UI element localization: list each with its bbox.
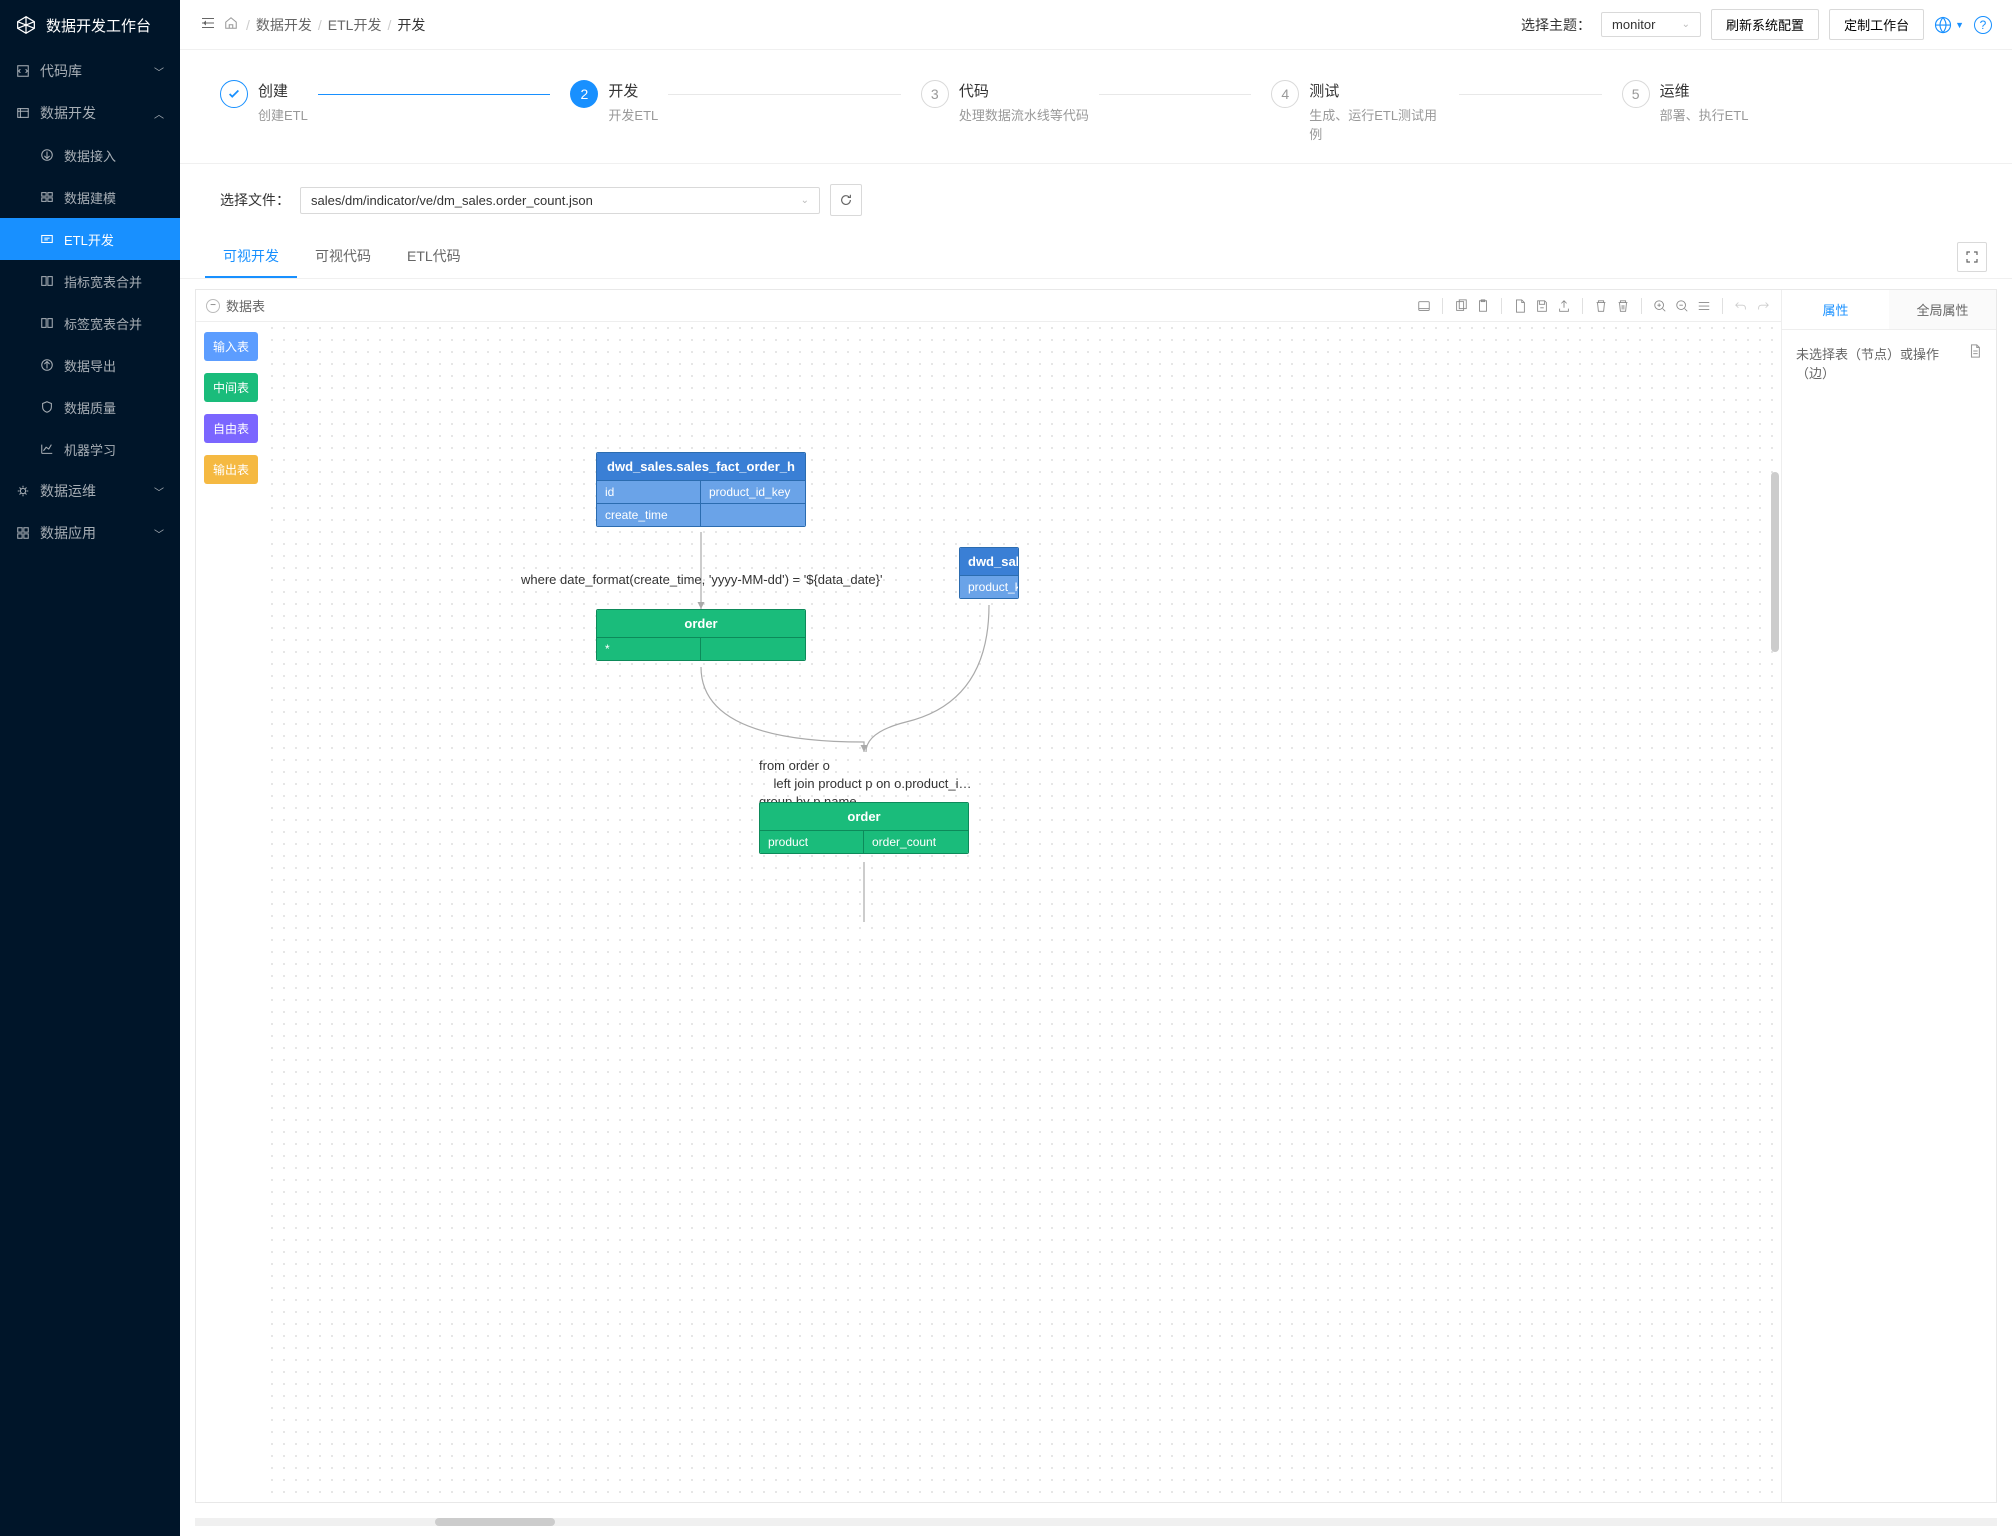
- step-icon: [220, 80, 248, 108]
- chevron-down-icon: ⌄: [801, 195, 809, 206]
- empty-state-text: 未选择表（节点）或操作（边）: [1796, 344, 1960, 382]
- copy-icon[interactable]: [1453, 298, 1469, 314]
- import-icon: [40, 148, 54, 162]
- sidebar-item-数据运维[interactable]: 数据运维﹀: [0, 470, 180, 512]
- paste-icon[interactable]: [1475, 298, 1491, 314]
- upload-icon[interactable]: [1556, 298, 1572, 314]
- step-创建[interactable]: 创建创建ETL: [220, 80, 570, 143]
- refresh-config-button[interactable]: 刷新系统配置: [1711, 9, 1819, 40]
- app-title: 数据开发工作台: [46, 15, 151, 36]
- file-label: 选择文件：: [220, 190, 290, 210]
- theme-label: 选择主题：: [1521, 15, 1591, 35]
- home-icon[interactable]: [224, 16, 238, 33]
- canvas-scrollbar[interactable]: [1771, 472, 1779, 652]
- step-开发[interactable]: 2开发开发ETL: [570, 80, 920, 143]
- app-icon: [16, 526, 30, 540]
- new-file-icon[interactable]: [1512, 298, 1528, 314]
- step-代码[interactable]: 3代码处理数据流水线等代码: [921, 80, 1271, 143]
- sidebar-item-数据质量[interactable]: 数据质量: [0, 386, 180, 428]
- palette-header: − 数据表: [206, 296, 265, 315]
- sidebar-item-数据建模[interactable]: 数据建模: [0, 176, 180, 218]
- palette-output[interactable]: 输出表: [204, 455, 258, 484]
- export-icon: [40, 358, 54, 372]
- chevron-down-icon: ﹀: [154, 64, 164, 79]
- step-icon: 4: [1271, 80, 1299, 108]
- topbar: /数据开发/ETL开发/开发 选择主题： monitor ⌄ 刷新系统配置 定制…: [180, 0, 2012, 50]
- sidebar-item-数据接入[interactable]: 数据接入: [0, 134, 180, 176]
- collapse-palette-icon[interactable]: −: [206, 299, 220, 313]
- sidebar-logo: 数据开发工作台: [0, 0, 180, 50]
- merge-icon: [40, 274, 54, 288]
- doc-icon[interactable]: [1968, 344, 1982, 361]
- sidebar-item-代码库[interactable]: 代码库﹀: [0, 50, 180, 92]
- sidebar-item-机器学习[interactable]: 机器学习: [0, 428, 180, 470]
- help-icon[interactable]: ?: [1974, 16, 1992, 34]
- node-n3[interactable]: orderproductorder_count: [759, 802, 969, 854]
- save-icon[interactable]: [1534, 298, 1550, 314]
- sidebar-item-标签宽表合并[interactable]: 标签宽表合并: [0, 302, 180, 344]
- chevron-up-icon: ︿: [154, 106, 164, 121]
- zoom-in-icon[interactable]: [1652, 298, 1668, 314]
- palette-input[interactable]: 输入表: [204, 332, 258, 361]
- right-tab-全局属性[interactable]: 全局属性: [1889, 290, 1996, 329]
- code-icon: [16, 64, 30, 78]
- delete-icon[interactable]: [1593, 298, 1609, 314]
- language-icon[interactable]: ▼: [1934, 16, 1964, 34]
- etl-icon: [40, 232, 54, 246]
- step-运维[interactable]: 5运维部署、执行ETL: [1622, 80, 1972, 143]
- right-tab-属性[interactable]: 属性: [1782, 290, 1889, 329]
- expand-button[interactable]: [1957, 242, 1987, 272]
- fit-icon[interactable]: [1696, 298, 1712, 314]
- theme-select[interactable]: monitor ⌄: [1601, 12, 1701, 37]
- sidebar-item-指标宽表合并[interactable]: 指标宽表合并: [0, 260, 180, 302]
- dev-icon: [16, 106, 30, 120]
- palette-mid[interactable]: 中间表: [204, 373, 258, 402]
- canvas[interactable]: where date_format(create_time, 'yyyy-MM-…: [266, 322, 1781, 1502]
- sidebar-item-数据应用[interactable]: 数据应用﹀: [0, 512, 180, 554]
- sidebar-collapse-icon[interactable]: [200, 15, 216, 34]
- node-n4[interactable]: dwd_salproduct_k: [959, 547, 1019, 599]
- steps: 创建创建ETL2开发开发ETL3代码处理数据流水线等代码4测试生成、运行ETL测…: [180, 50, 2012, 164]
- sidebar: 数据开发工作台 代码库﹀数据开发︿数据接入数据建模ETL开发指标宽表合并标签宽表…: [0, 0, 180, 1536]
- clear-icon[interactable]: [1615, 298, 1631, 314]
- breadcrumb-item[interactable]: ETL开发: [328, 15, 382, 35]
- file-select[interactable]: sales/dm/indicator/ve/dm_sales.order_cou…: [300, 187, 820, 214]
- ops-icon: [16, 484, 30, 498]
- step-测试[interactable]: 4测试生成、运行ETL测试用例: [1271, 80, 1621, 143]
- breadcrumb-item: 开发: [397, 15, 425, 35]
- breadcrumb-item[interactable]: 数据开发: [256, 15, 312, 35]
- chevron-down-icon: ﹀: [154, 484, 164, 499]
- merge-icon: [40, 316, 54, 330]
- step-icon: 5: [1622, 80, 1650, 108]
- node-n1[interactable]: dwd_sales.sales_fact_order_hidproduct_id…: [596, 452, 806, 527]
- step-icon: 2: [570, 80, 598, 108]
- palette-free[interactable]: 自由表: [204, 414, 258, 443]
- step-icon: 3: [921, 80, 949, 108]
- undo-icon[interactable]: [1733, 298, 1749, 314]
- tab-ETL代码[interactable]: ETL代码: [389, 236, 479, 278]
- sidebar-item-数据开发[interactable]: 数据开发︿: [0, 92, 180, 134]
- node-n2[interactable]: order*: [596, 609, 806, 661]
- chevron-down-icon: ⌄: [1682, 19, 1690, 30]
- zoom-out-icon[interactable]: [1674, 298, 1690, 314]
- redo-icon[interactable]: [1755, 298, 1771, 314]
- model-icon: [40, 190, 54, 204]
- ml-icon: [40, 442, 54, 456]
- tab-可视开发[interactable]: 可视开发: [205, 236, 297, 278]
- bottom-scrollbar[interactable]: [195, 1518, 1997, 1526]
- breadcrumb: /数据开发/ETL开发/开发: [246, 15, 425, 35]
- reload-button[interactable]: [830, 184, 862, 216]
- sidebar-item-ETL开发[interactable]: ETL开发: [0, 218, 180, 260]
- edge-label: where date_format(create_time, 'yyyy-MM-…: [521, 572, 882, 587]
- sidebar-item-数据导出[interactable]: 数据导出: [0, 344, 180, 386]
- quality-icon: [40, 400, 54, 414]
- tab-可视代码[interactable]: 可视代码: [297, 236, 389, 278]
- layout-icon[interactable]: [1416, 298, 1432, 314]
- customize-button[interactable]: 定制工作台: [1829, 9, 1924, 40]
- chevron-down-icon: ﹀: [154, 526, 164, 541]
